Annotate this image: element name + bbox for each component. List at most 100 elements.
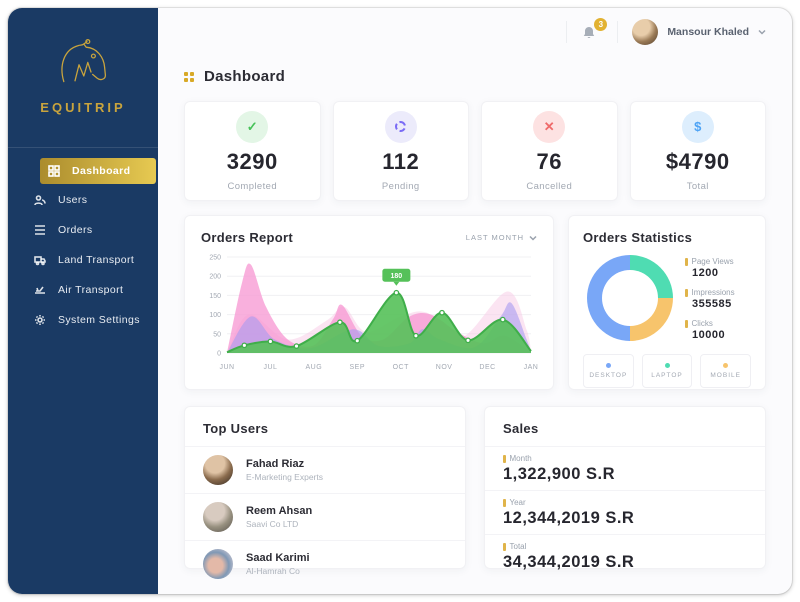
top-users-title: Top Users [185,407,465,447]
mobile-dot-icon [723,363,729,369]
sidebar-item-label: Users [58,194,88,206]
svg-text:50: 50 [213,331,221,338]
svg-text:DEC: DEC [479,364,495,371]
sidebar-item-label: Air Transport [58,284,124,296]
dashboard-grid-icon [184,71,194,82]
plane-icon [34,284,46,296]
legend-bar-icon [685,319,688,328]
stat-card-total: $ $4790 Total [629,101,766,201]
chevron-down-icon [758,29,766,35]
svg-text:0: 0 [217,351,221,358]
svg-text:150: 150 [209,293,221,300]
sidebar-item-system-settings[interactable]: System Settings [8,306,158,334]
sidebar-item-label: System Settings [58,314,140,326]
svg-text:JAN: JAN [524,364,539,371]
svg-text:100: 100 [209,312,221,319]
avatar [203,502,233,532]
stat-card-pending: 112 Pending [332,101,469,201]
list-item[interactable]: Saad Karimi Al-Hamrah Co [185,541,465,587]
sales-title: Sales [485,407,765,447]
orders-list-icon [34,224,46,236]
desktop-button[interactable]: DESKTOP [583,354,634,389]
stat-card-cancelled: ✕ 76 Cancelled [481,101,618,201]
mobile-button[interactable]: MOBILE [700,354,752,389]
main-area: 3 Mansour Khaled Dashboard ✓ 3290 Comple… [158,8,792,594]
stat-card-completed: ✓ 3290 Completed [184,101,321,201]
stat-label: Total [686,180,709,192]
content: Dashboard ✓ 3290 Completed 112 Pending ✕… [158,56,792,579]
sales-panel: Sales Month 1,322,900 S.R Year 12,344,20… [484,406,766,571]
topbar-divider [566,21,568,43]
report-filter-dropdown[interactable]: LAST MONTH [466,233,537,242]
users-icon [34,194,46,206]
sidebar-item-dashboard[interactable]: Dashboard [40,158,156,184]
svg-text:JUN: JUN [219,364,234,371]
topbar: 3 Mansour Khaled [158,8,792,56]
stat-label: Pending [381,180,420,192]
pending-circle-icon [384,110,417,143]
svg-text:OCT: OCT [393,364,410,371]
stat-label: Completed [227,180,278,192]
legend-bar-icon [503,498,506,507]
avatar [203,455,233,485]
svg-text:180: 180 [391,273,403,280]
sales-total-row: Total 34,344,2019 S.R [485,535,765,578]
svg-text:AUG: AUG [306,364,323,371]
horse-logo-icon [61,39,107,83]
sales-month-row: Month 1,322,900 S.R [485,447,765,491]
sales-value: 12,344,2019 S.R [503,509,635,527]
svg-text:250: 250 [209,255,221,262]
orders-statistics-panel: Orders Statistics Page Views 1200 Impres… [568,215,766,390]
user-menu[interactable]: Mansour Khaled [632,19,766,45]
sales-value: 34,344,2019 S.R [503,553,635,571]
list-item[interactable]: Fahad Riaz E-Marketing Experts [185,447,465,494]
notifications-button[interactable]: 3 [581,18,608,43]
stat-cards: ✓ 3290 Completed 112 Pending ✕ 76 Cancel… [184,101,766,201]
logo-text: EQUITRIP [40,100,126,115]
sidebar-item-label: Orders [58,224,93,236]
sidebar: EQUITRIP Dashboard Users Orders Land T [8,8,158,594]
legend-value: 355585 [692,297,732,310]
list-item[interactable]: Reem Ahsan Saavi Co LTD [185,494,465,541]
orders-report-title: Orders Report [201,230,294,245]
stat-value: 112 [382,148,420,174]
laptop-button[interactable]: LAPTOP [641,354,693,389]
page-title: Dashboard [204,68,286,85]
device-donut-chart [587,255,673,341]
svg-text:200: 200 [209,274,221,281]
svg-text:SEP: SEP [350,364,366,371]
laptop-dot-icon [664,363,670,369]
notification-badge: 3 [594,18,608,31]
check-icon: ✓ [236,110,269,143]
legend-bar-icon [685,258,688,266]
orders-statistics-title: Orders Statistics [583,230,693,245]
sales-year-row: Year 12,344,2019 S.R [485,491,765,535]
svg-text:JUL: JUL [263,364,277,371]
truck-icon [34,254,46,266]
sidebar-item-air-transport[interactable]: Air Transport [8,276,158,304]
topbar-divider [617,21,619,43]
desktop-dot-icon [605,363,611,369]
legend-bar-icon [503,454,506,463]
legend-item-page-views: Page Views 1200 [685,257,735,281]
gear-icon [34,314,46,326]
dashboard-grid-icon [48,165,60,177]
legend-value: 1200 [692,267,719,279]
legend-item-impressions: Impressions 355585 [685,288,735,312]
orders-report-panel: Orders Report LAST MONTH 0 50 100 150 200 250… [184,215,554,390]
sales-value: 1,322,900 S.R [503,465,615,483]
report-filter-label: LAST MONTH [465,233,524,242]
sidebar-item-land-transport[interactable]: Land Transport [8,246,158,274]
sidebar-item-users[interactable]: Users [8,186,158,214]
user-avatar [632,19,659,45]
sidebar-item-orders[interactable]: Orders [8,216,158,244]
dollar-icon: $ [681,110,714,143]
avatar [203,549,233,579]
svg-text:NOV: NOV [436,364,453,371]
legend-item-clicks: Clicks 10000 [685,319,735,343]
sidebar-item-label: Land Transport [58,254,135,266]
chevron-down-icon [529,235,537,241]
stat-label: Cancelled [526,180,573,192]
bell-icon [584,27,595,39]
app-window: EQUITRIP Dashboard Users Orders Land T [8,8,792,594]
